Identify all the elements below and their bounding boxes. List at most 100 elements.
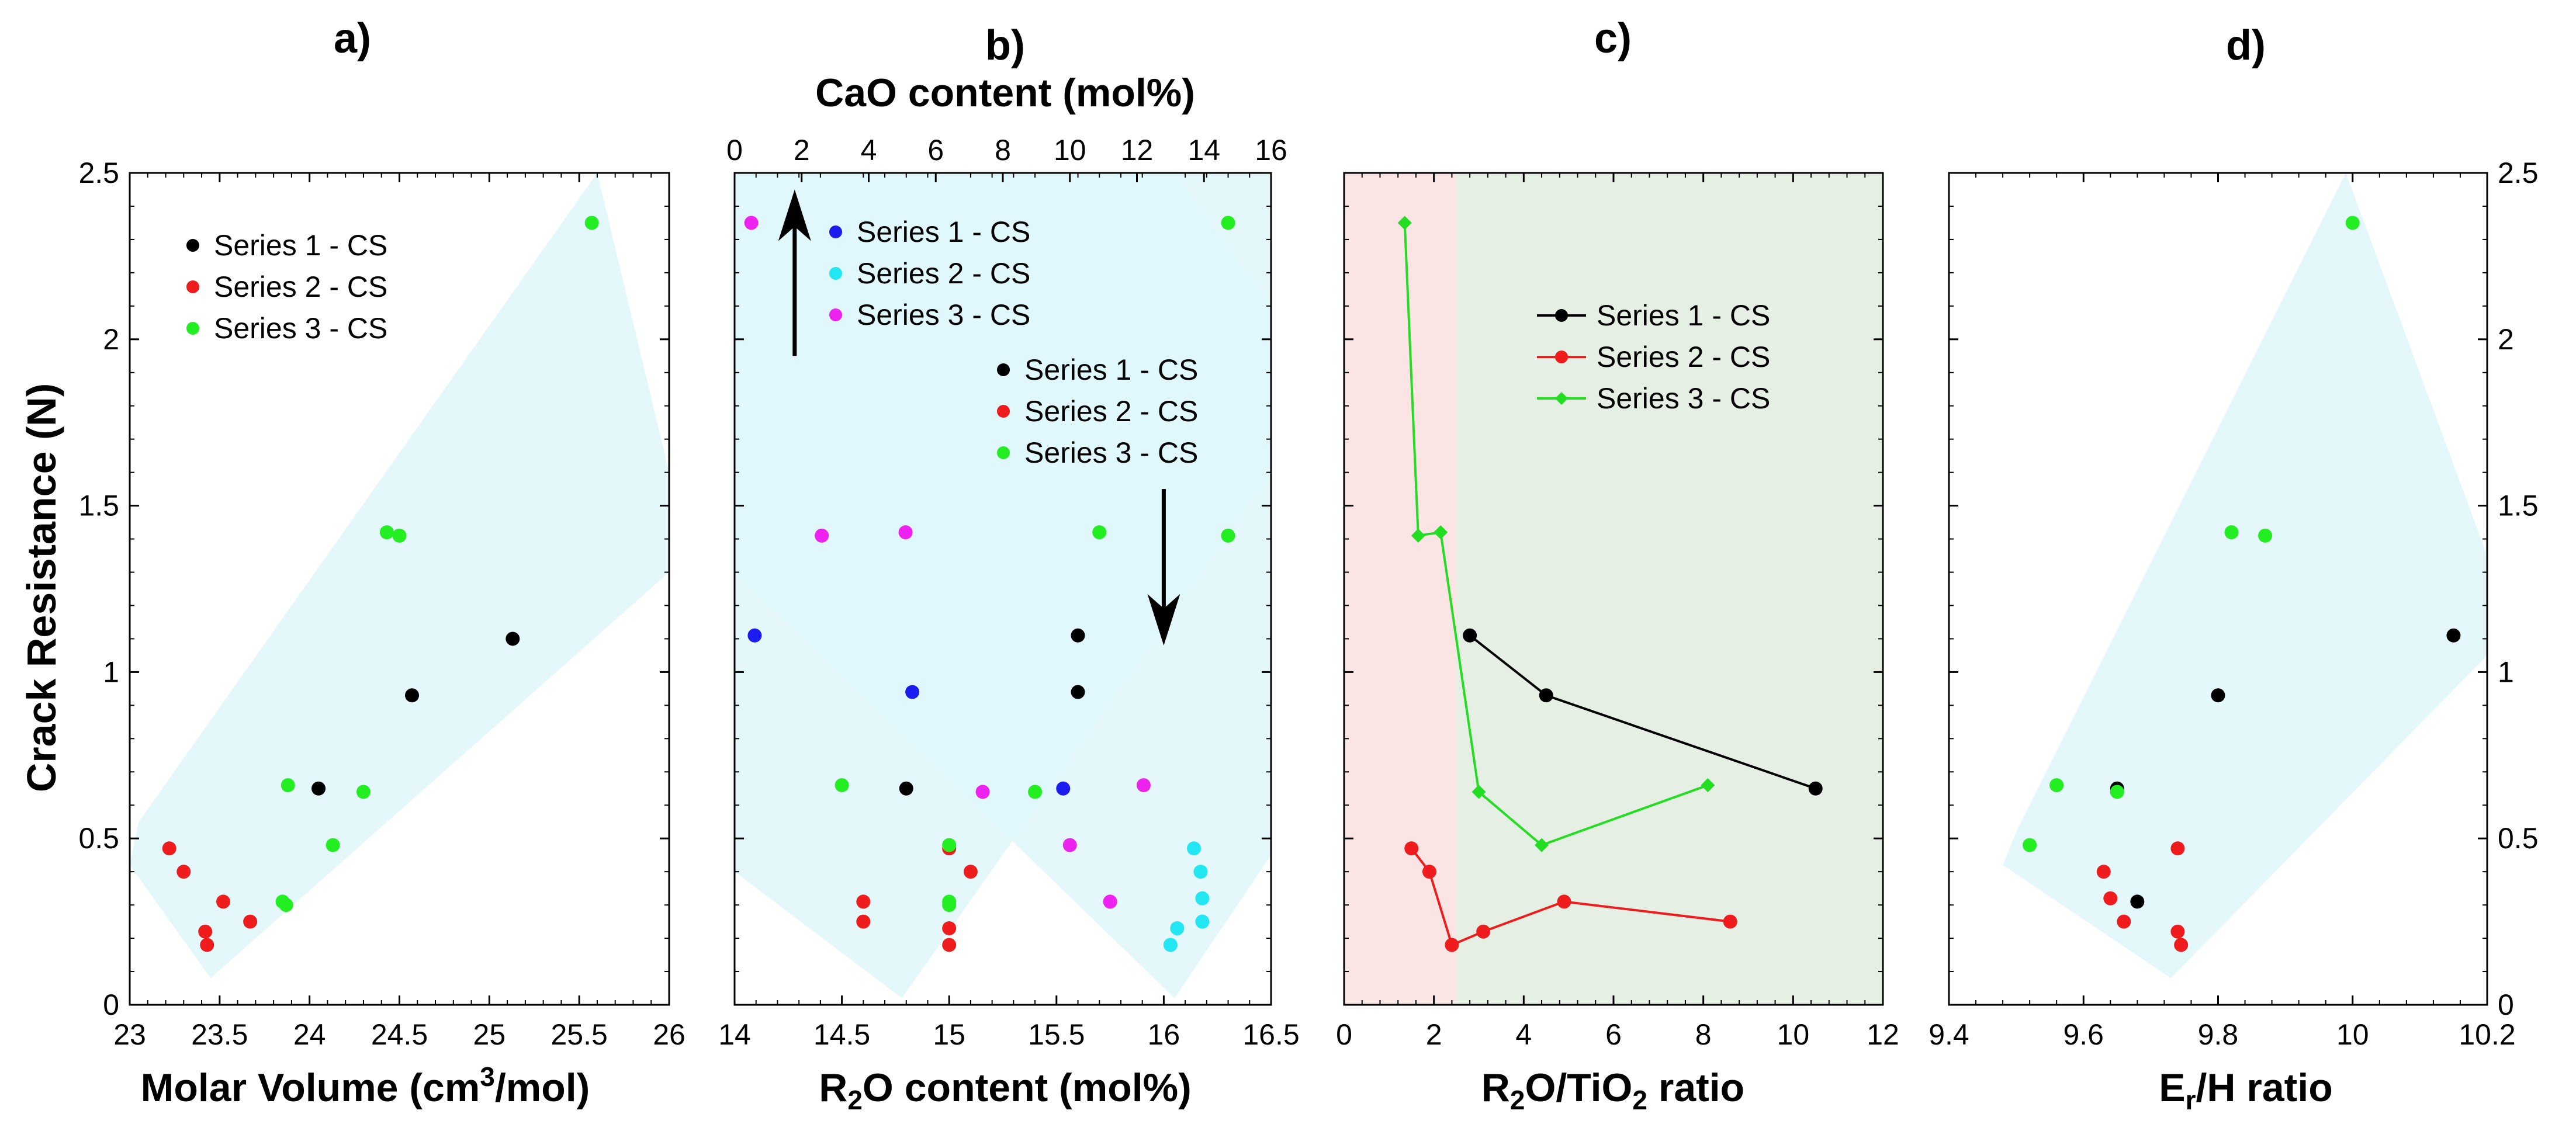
x-tick-label-d-1: 9.6 [2063,1018,2104,1051]
data-point-d-s2-4 [2170,924,2185,939]
data-point-b-s6-4 [1028,785,1043,799]
top-x-tick-label-b-0: 0 [726,134,743,166]
y-tick-label-1: 0.5 [78,822,119,855]
data-point-c-s3-0 [1397,216,1412,230]
legend-marker-b-0 [829,225,842,238]
x-tick-label-c-1: 2 [1426,1018,1442,1051]
data-point-b-s5-3 [942,921,957,935]
data-point-b-s3-2 [898,525,913,540]
data-point-c-s2-3 [1476,924,1491,939]
data-point-c-s2-2 [1445,938,1459,952]
x-tick-label-c-6: 12 [1867,1018,1899,1051]
data-point-c-s1-0 [1463,628,1477,643]
top-x-tick-label-b-6: 12 [1121,134,1154,166]
legend-label-b-0: Series 1 - CS [857,216,1030,248]
x-tick-label-a-5: 25.5 [551,1018,608,1051]
top-x-tick-label-b-7: 14 [1187,134,1220,166]
panel-label-b: b) [985,22,1025,69]
legend-marker-c-2 [1555,392,1568,405]
data-point-b-s6-7 [1221,216,1235,230]
data-point-a-s2-4 [216,894,230,909]
x-tick-label-d-4: 10.2 [2459,1018,2515,1051]
x-tick-label-a-6: 26 [653,1018,685,1051]
x-tick-label-a-4: 25 [473,1018,506,1051]
x-axis-label-b: R2O content (mol%) [819,1066,1192,1115]
data-point-b-s5-5 [963,865,978,879]
legend-marker-b-5 [997,446,1010,459]
data-point-b-s6-2 [942,898,957,913]
legend-label-c-0: Series 1 - CS [1597,299,1770,332]
data-point-c-s3-3 [1471,785,1486,799]
x-tick-label-c-3: 6 [1605,1018,1622,1051]
y-tick-label-right-5: 2.5 [2498,157,2539,189]
y-tick-label-right-0: 0 [2498,988,2514,1021]
data-point-a-s3-1 [279,898,293,913]
data-point-b-s3-6 [1136,778,1151,793]
shaded-region-b-1 [735,173,1271,998]
data-point-b-s2-4 [1195,891,1210,905]
x-tick-label-c-0: 0 [1336,1018,1352,1051]
data-point-b-s3-0 [744,216,759,230]
data-point-b-s3-4 [1062,838,1077,852]
data-point-d-s2-1 [2103,891,2118,905]
legend-label-c-2: Series 3 - CS [1597,382,1770,415]
data-point-b-s6-5 [1092,525,1107,540]
data-point-b-s1-1 [905,685,920,699]
data-point-c-s2-0 [1404,841,1419,856]
legend-marker-b-4 [997,405,1010,418]
data-point-b-s6-6 [1221,528,1235,543]
data-point-b-s2-3 [1193,865,1208,879]
data-point-a-s1-2 [505,632,520,646]
data-point-a-s1-0 [311,781,326,796]
legend-label-b-4: Series 2 - CS [1024,395,1198,428]
data-point-d-s3-5 [2345,216,2360,230]
y-tick-label-right-4: 2 [2498,323,2514,356]
x-tick-label-b-3: 15.5 [1028,1018,1085,1051]
x-axis-label-c: R2O/TiO2 ratio [1481,1066,1744,1115]
x-tick-label-a-0: 23 [113,1018,146,1051]
data-point-b-s5-4 [942,938,957,952]
legend-label-b-5: Series 3 - CS [1024,436,1198,469]
x-tick-label-d-3: 10 [2336,1018,2369,1051]
panel-label-a: a) [334,15,371,62]
data-layer [162,216,2461,952]
data-point-b-s6-0 [835,778,849,793]
data-point-a-s3-6 [392,528,407,543]
y-tick-label-right-2: 1 [2498,655,2514,688]
data-point-d-s3-4 [2258,528,2273,543]
data-point-b-s4-1 [1071,685,1085,699]
data-point-d-s3-1 [2049,778,2064,793]
legend-marker-c-1 [1555,351,1568,363]
legend-label-a-0: Series 1 - CS [214,229,387,262]
top-x-tick-label-b-4: 8 [995,134,1011,166]
data-point-a-s3-4 [356,785,371,799]
data-point-c-s3-5 [1701,778,1715,793]
data-point-c-s3-4 [1535,838,1549,852]
data-point-b-s3-5 [1103,894,1117,909]
background-layer [130,173,2487,1005]
data-point-d-s2-5 [2174,938,2189,952]
y-axis-label: Crack Resistance (N) [19,383,64,792]
top-x-tick-label-b-3: 6 [927,134,944,166]
top-x-tick-label-b-2: 4 [861,134,877,166]
x-tick-label-c-2: 4 [1515,1018,1532,1051]
x-tick-label-d-2: 9.8 [2198,1018,2239,1051]
legend-label-a-2: Series 3 - CS [214,312,387,345]
legend-marker-b-3 [997,363,1010,376]
data-point-b-s1-2 [1056,781,1071,796]
legend-marker-c-0 [1555,309,1568,322]
top-x-tick-label-b-5: 10 [1054,134,1086,166]
data-point-b-s4-0 [899,781,913,796]
data-point-b-s2-2 [1187,841,1202,856]
data-point-a-s3-7 [584,216,599,230]
arrow-head-b-1 [1147,594,1180,646]
data-point-c-s3-1 [1411,528,1425,543]
x-tick-label-b-1: 14.5 [813,1018,870,1051]
background-region-c-1 [1456,173,1883,1005]
legend-marker-a-2 [186,322,199,335]
data-point-c-s2-5 [1723,914,1737,929]
data-point-d-s3-3 [2224,525,2239,540]
x-tick-label-c-5: 10 [1777,1018,1810,1051]
data-point-a-s3-2 [281,778,295,793]
data-point-a-s3-3 [326,838,340,852]
